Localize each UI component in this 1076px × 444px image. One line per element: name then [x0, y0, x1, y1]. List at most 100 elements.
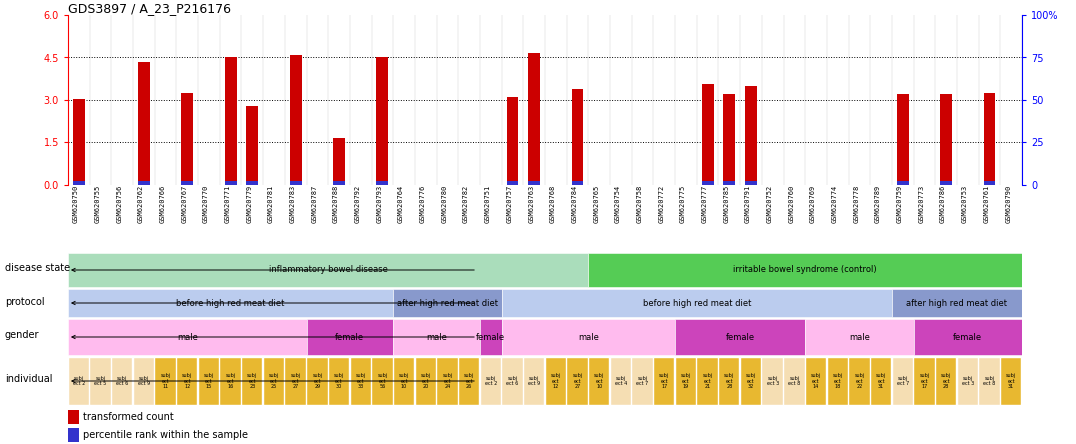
Bar	[940, 181, 952, 185]
Bar	[567, 357, 587, 404]
Text: GSM620777: GSM620777	[702, 185, 708, 223]
Text: subj
ect
16: subj ect 16	[226, 373, 236, 389]
Text: subj
ect
25: subj ect 25	[269, 373, 279, 389]
Text: GSM620788: GSM620788	[334, 185, 339, 223]
Text: subj
ect
22: subj ect 22	[854, 373, 864, 389]
Text: disease state: disease state	[4, 263, 70, 273]
Bar	[697, 357, 718, 404]
Bar	[914, 319, 1022, 355]
Bar	[73, 99, 85, 185]
Bar	[242, 357, 263, 404]
Text: percentile rank within the sample: percentile rank within the sample	[83, 430, 249, 440]
Text: subj
ect
24: subj ect 24	[442, 373, 453, 389]
Text: GSM620767: GSM620767	[181, 185, 187, 223]
Text: GSM620771: GSM620771	[225, 185, 230, 223]
Text: GSM620778: GSM620778	[853, 185, 860, 223]
Bar	[633, 357, 653, 404]
Bar	[702, 84, 713, 185]
Bar	[940, 94, 952, 185]
Text: GSM620775: GSM620775	[680, 185, 685, 223]
Bar	[133, 357, 154, 404]
Text: subj
ect
10: subj ect 10	[594, 373, 605, 389]
Text: GSM620780: GSM620780	[441, 185, 448, 223]
Text: subj
ect
28: subj ect 28	[724, 373, 734, 389]
Bar	[69, 357, 89, 404]
Bar	[546, 357, 566, 404]
Bar	[849, 357, 869, 404]
Bar	[870, 357, 891, 404]
Bar	[73, 181, 85, 185]
Bar	[437, 357, 457, 404]
Bar	[936, 357, 957, 404]
Text: GSM620791: GSM620791	[745, 185, 751, 223]
Text: GSM620766: GSM620766	[159, 185, 166, 223]
Text: subj
ect
31: subj ect 31	[876, 373, 887, 389]
Bar	[589, 253, 1022, 287]
Bar	[181, 93, 194, 185]
Text: GSM620769: GSM620769	[810, 185, 816, 223]
Bar	[502, 357, 523, 404]
Bar	[393, 319, 480, 355]
Bar	[334, 181, 345, 185]
Bar	[112, 357, 132, 404]
Text: GSM620752: GSM620752	[767, 185, 773, 223]
Text: subj
ect 8: subj ect 8	[983, 376, 995, 386]
Text: male: male	[849, 333, 869, 341]
Bar	[90, 357, 111, 404]
Text: GSM620764: GSM620764	[398, 185, 405, 223]
Text: subj
ect 2: subj ect 2	[484, 376, 497, 386]
Bar	[1001, 357, 1021, 404]
Text: subj
ect 3: subj ect 3	[766, 376, 779, 386]
Bar	[138, 181, 150, 185]
Bar	[307, 357, 327, 404]
Text: subj
ect
31: subj ect 31	[1006, 373, 1016, 389]
Text: after high red meat diet: after high red meat diet	[906, 298, 1007, 308]
Text: subj
ect
28: subj ect 28	[942, 373, 951, 389]
Bar	[571, 181, 583, 185]
Text: subj
ect 7: subj ect 7	[896, 376, 909, 386]
Bar	[393, 289, 501, 317]
Text: subj
ect
56: subj ect 56	[378, 373, 387, 389]
Text: subj
ect 8: subj ect 8	[789, 376, 801, 386]
Bar	[246, 181, 258, 185]
Bar	[983, 181, 995, 185]
Text: GSM620768: GSM620768	[550, 185, 556, 223]
Text: subj
ect
19: subj ect 19	[681, 373, 691, 389]
Bar	[896, 181, 909, 185]
Text: GSM620773: GSM620773	[919, 185, 924, 223]
Bar	[654, 357, 675, 404]
Text: GSM620750: GSM620750	[73, 185, 79, 223]
Text: male: male	[426, 333, 447, 341]
Text: GSM620787: GSM620787	[311, 185, 317, 223]
Bar	[459, 357, 479, 404]
Bar	[893, 357, 912, 404]
Text: GSM620774: GSM620774	[832, 185, 838, 223]
Text: subj
ect
15: subj ect 15	[203, 373, 214, 389]
Bar	[723, 181, 735, 185]
Text: subj
ect 9: subj ect 9	[138, 376, 150, 386]
Bar	[501, 319, 675, 355]
Bar	[285, 357, 306, 404]
Text: after high red meat diet: after high red meat diet	[397, 298, 498, 308]
Text: GSM620760: GSM620760	[789, 185, 794, 223]
Bar	[372, 357, 393, 404]
Bar	[377, 58, 388, 185]
Text: GSM620762: GSM620762	[138, 185, 144, 223]
Text: GSM620784: GSM620784	[571, 185, 578, 223]
Bar	[740, 357, 761, 404]
Bar	[480, 319, 501, 355]
Bar	[181, 181, 194, 185]
Bar	[221, 357, 241, 404]
Text: GSM620776: GSM620776	[420, 185, 426, 223]
Bar	[763, 357, 783, 404]
Bar	[723, 94, 735, 185]
Bar	[892, 289, 1022, 317]
Text: GSM620770: GSM620770	[203, 185, 209, 223]
Text: subj
ect
33: subj ect 33	[356, 373, 366, 389]
Text: GSM620772: GSM620772	[659, 185, 664, 223]
Text: GSM620758: GSM620758	[637, 185, 642, 223]
Bar	[784, 357, 805, 404]
Text: GSM620759: GSM620759	[896, 185, 903, 223]
Bar	[745, 181, 756, 185]
Bar	[289, 55, 301, 185]
